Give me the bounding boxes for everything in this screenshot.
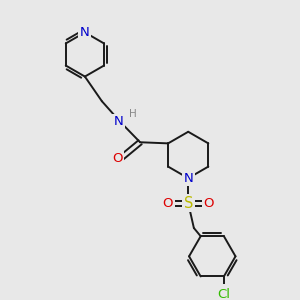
Text: S: S bbox=[184, 196, 193, 211]
Text: H: H bbox=[129, 109, 137, 119]
Text: O: O bbox=[112, 152, 123, 165]
Text: O: O bbox=[203, 196, 214, 210]
Text: N: N bbox=[114, 116, 124, 128]
Text: N: N bbox=[183, 172, 193, 185]
Text: N: N bbox=[80, 26, 90, 39]
Text: Cl: Cl bbox=[218, 288, 230, 300]
Text: O: O bbox=[163, 196, 173, 210]
